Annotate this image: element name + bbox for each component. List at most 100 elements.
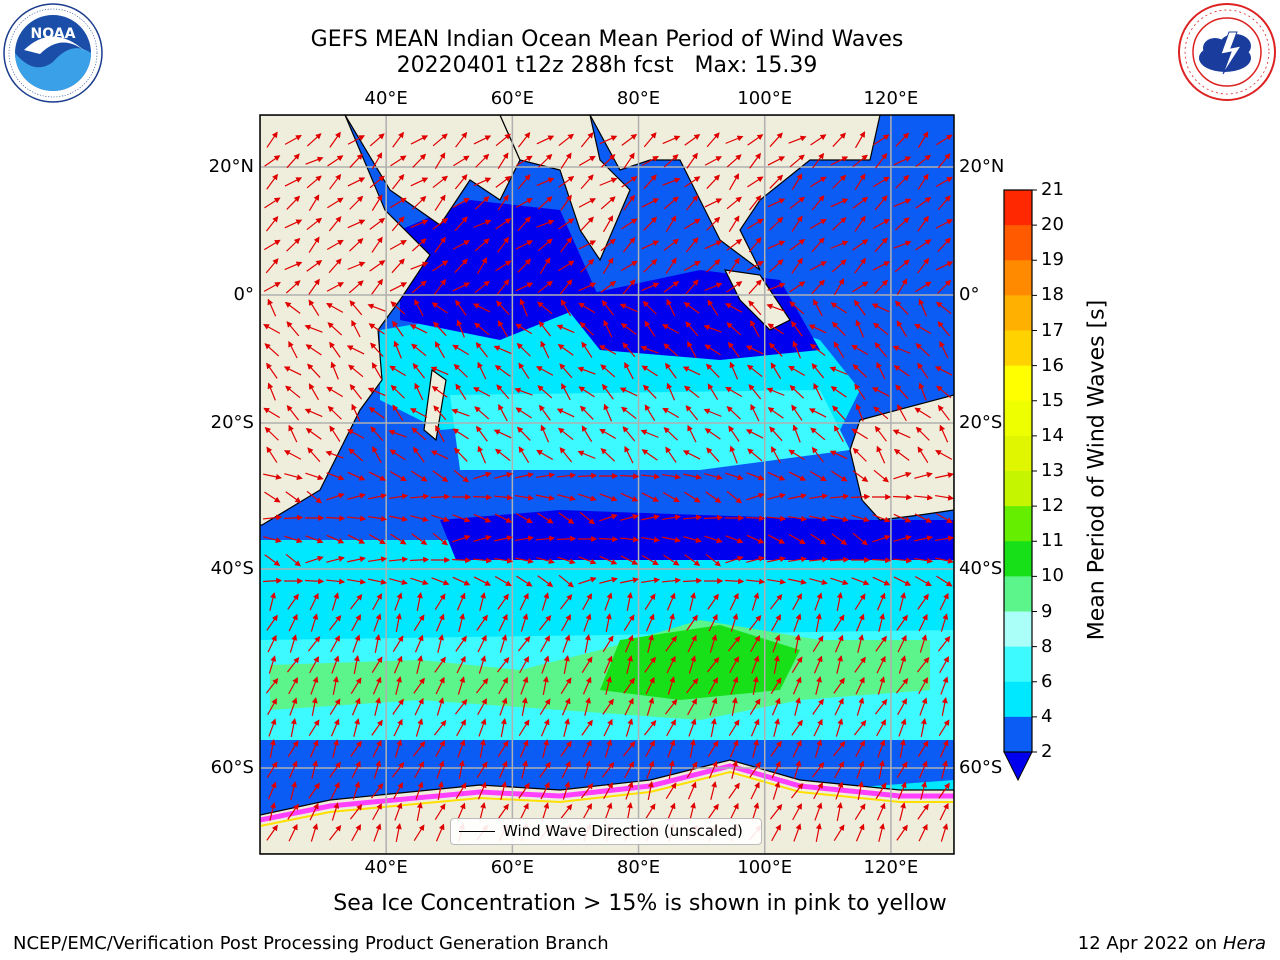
wave-direction-arrow — [893, 448, 910, 461]
wave-direction-arrow — [539, 257, 551, 275]
wave-direction-arrow — [515, 282, 534, 292]
wave-direction-arrow — [641, 365, 658, 377]
wave-direction-arrow — [793, 823, 802, 842]
wave-direction-arrow — [918, 382, 927, 401]
wave-direction-arrow — [347, 135, 366, 145]
wave-direction-arrow — [517, 131, 531, 148]
wave-direction-arrow — [326, 282, 345, 292]
wave-direction-arrow — [935, 176, 953, 188]
wave-direction-arrow — [854, 215, 866, 232]
wave-direction-arrow — [267, 698, 277, 716]
wave-direction-arrow — [351, 319, 361, 338]
colorbar-tick-label: 20 — [1041, 214, 1064, 236]
wave-direction-arrow — [452, 240, 471, 250]
wave-direction-arrow — [599, 493, 618, 502]
wave-direction-arrow — [518, 362, 530, 379]
wave-direction-arrow — [603, 319, 613, 338]
wave-direction-arrow — [832, 217, 847, 231]
wave-direction-arrow — [367, 303, 386, 312]
wave-direction-arrow — [393, 340, 402, 359]
wave-direction-arrow — [603, 782, 613, 800]
wave-direction-arrow — [558, 218, 575, 230]
wave-direction-arrow — [915, 239, 932, 251]
colorbar-tick-label: 8 — [1041, 635, 1053, 657]
lon-tick-top: 100°E — [737, 88, 793, 109]
wave-direction-arrow — [599, 513, 618, 522]
wave-direction-arrow — [641, 536, 661, 543]
wave-direction-arrow — [914, 535, 933, 542]
wave-direction-arrow — [519, 298, 528, 317]
wave-direction-arrow — [706, 447, 720, 463]
wave-direction-arrow — [415, 718, 424, 737]
wave-direction-arrow — [830, 198, 849, 208]
wave-direction-arrow — [854, 299, 866, 316]
wave-direction-arrow — [494, 472, 513, 479]
wave-direction-arrow — [703, 408, 722, 417]
wave-direction-arrow — [328, 258, 342, 274]
wave-direction-arrow — [893, 535, 912, 542]
wave-direction-arrow — [583, 613, 592, 632]
wave-direction-arrow — [497, 803, 509, 820]
wave-direction-arrow — [751, 592, 760, 611]
wave-direction-arrow — [770, 740, 782, 757]
wave-direction-arrow — [374, 633, 381, 653]
wave-direction-arrow — [479, 738, 486, 758]
wave-direction-arrow — [435, 424, 445, 443]
wave-direction-arrow — [285, 491, 302, 503]
wave-direction-arrow — [557, 427, 574, 441]
wave-direction-arrow — [542, 675, 549, 695]
wave-direction-arrow — [582, 739, 592, 758]
wave-direction-arrow — [731, 760, 738, 779]
wave-direction-arrow — [326, 239, 344, 251]
wave-direction-arrow — [453, 447, 468, 462]
wave-direction-arrow — [268, 718, 277, 737]
wave-direction-arrow — [538, 153, 553, 168]
lat-tick-left: 20°N — [208, 156, 254, 177]
wave-direction-arrow — [536, 557, 555, 564]
wave-direction-arrow — [516, 342, 531, 357]
wave-direction-arrow — [284, 473, 303, 480]
wave-direction-arrow — [729, 802, 739, 821]
wave-direction-arrow — [500, 717, 507, 737]
map-border — [259, 114, 955, 855]
wave-direction-arrow — [352, 781, 361, 800]
wave-direction-arrow — [306, 490, 322, 504]
wave-direction-arrow — [940, 613, 949, 632]
wave-direction-arrow — [409, 408, 428, 418]
wave-direction-arrow — [351, 824, 361, 842]
wave-direction-arrow — [560, 740, 572, 757]
wave-direction-arrow — [724, 578, 745, 585]
wave-direction-arrow — [535, 366, 554, 376]
wave-direction-arrow — [854, 593, 866, 610]
wave-direction-arrow — [706, 656, 720, 673]
wave-direction-arrow — [831, 533, 848, 545]
wave-direction-arrow — [834, 634, 844, 653]
wave-direction-arrow — [415, 781, 424, 800]
wave-direction-arrow — [328, 824, 342, 841]
wave-direction-arrow — [537, 512, 554, 524]
wave-direction-arrow — [771, 446, 781, 464]
wave-direction-arrow — [520, 613, 529, 632]
wave-direction-arrow — [685, 321, 699, 337]
wave-direction-arrow — [623, 194, 635, 211]
wave-direction-arrow — [600, 196, 616, 210]
wave-direction-arrow — [641, 554, 659, 566]
wave-direction-arrow — [477, 445, 487, 464]
wave-direction-arrow — [331, 802, 340, 821]
wave-direction-arrow — [897, 781, 907, 800]
wave-direction-arrow — [308, 236, 320, 253]
wave-direction-arrow — [395, 676, 402, 695]
wave-direction-arrow — [307, 363, 321, 378]
wave-direction-arrow — [308, 782, 320, 799]
wave-direction-arrow — [809, 493, 829, 500]
wave-direction-arrow — [661, 324, 680, 334]
wave-direction-arrow — [896, 320, 908, 338]
wave-direction-arrow — [309, 656, 319, 674]
wave-direction-arrow — [285, 385, 301, 399]
wave-direction-arrow — [768, 259, 784, 273]
wave-direction-arrow — [810, 134, 827, 146]
wave-direction-arrow — [290, 781, 297, 800]
wave-direction-arrow — [263, 282, 281, 292]
wave-direction-arrow — [474, 280, 490, 294]
wave-direction-arrow — [896, 278, 908, 296]
